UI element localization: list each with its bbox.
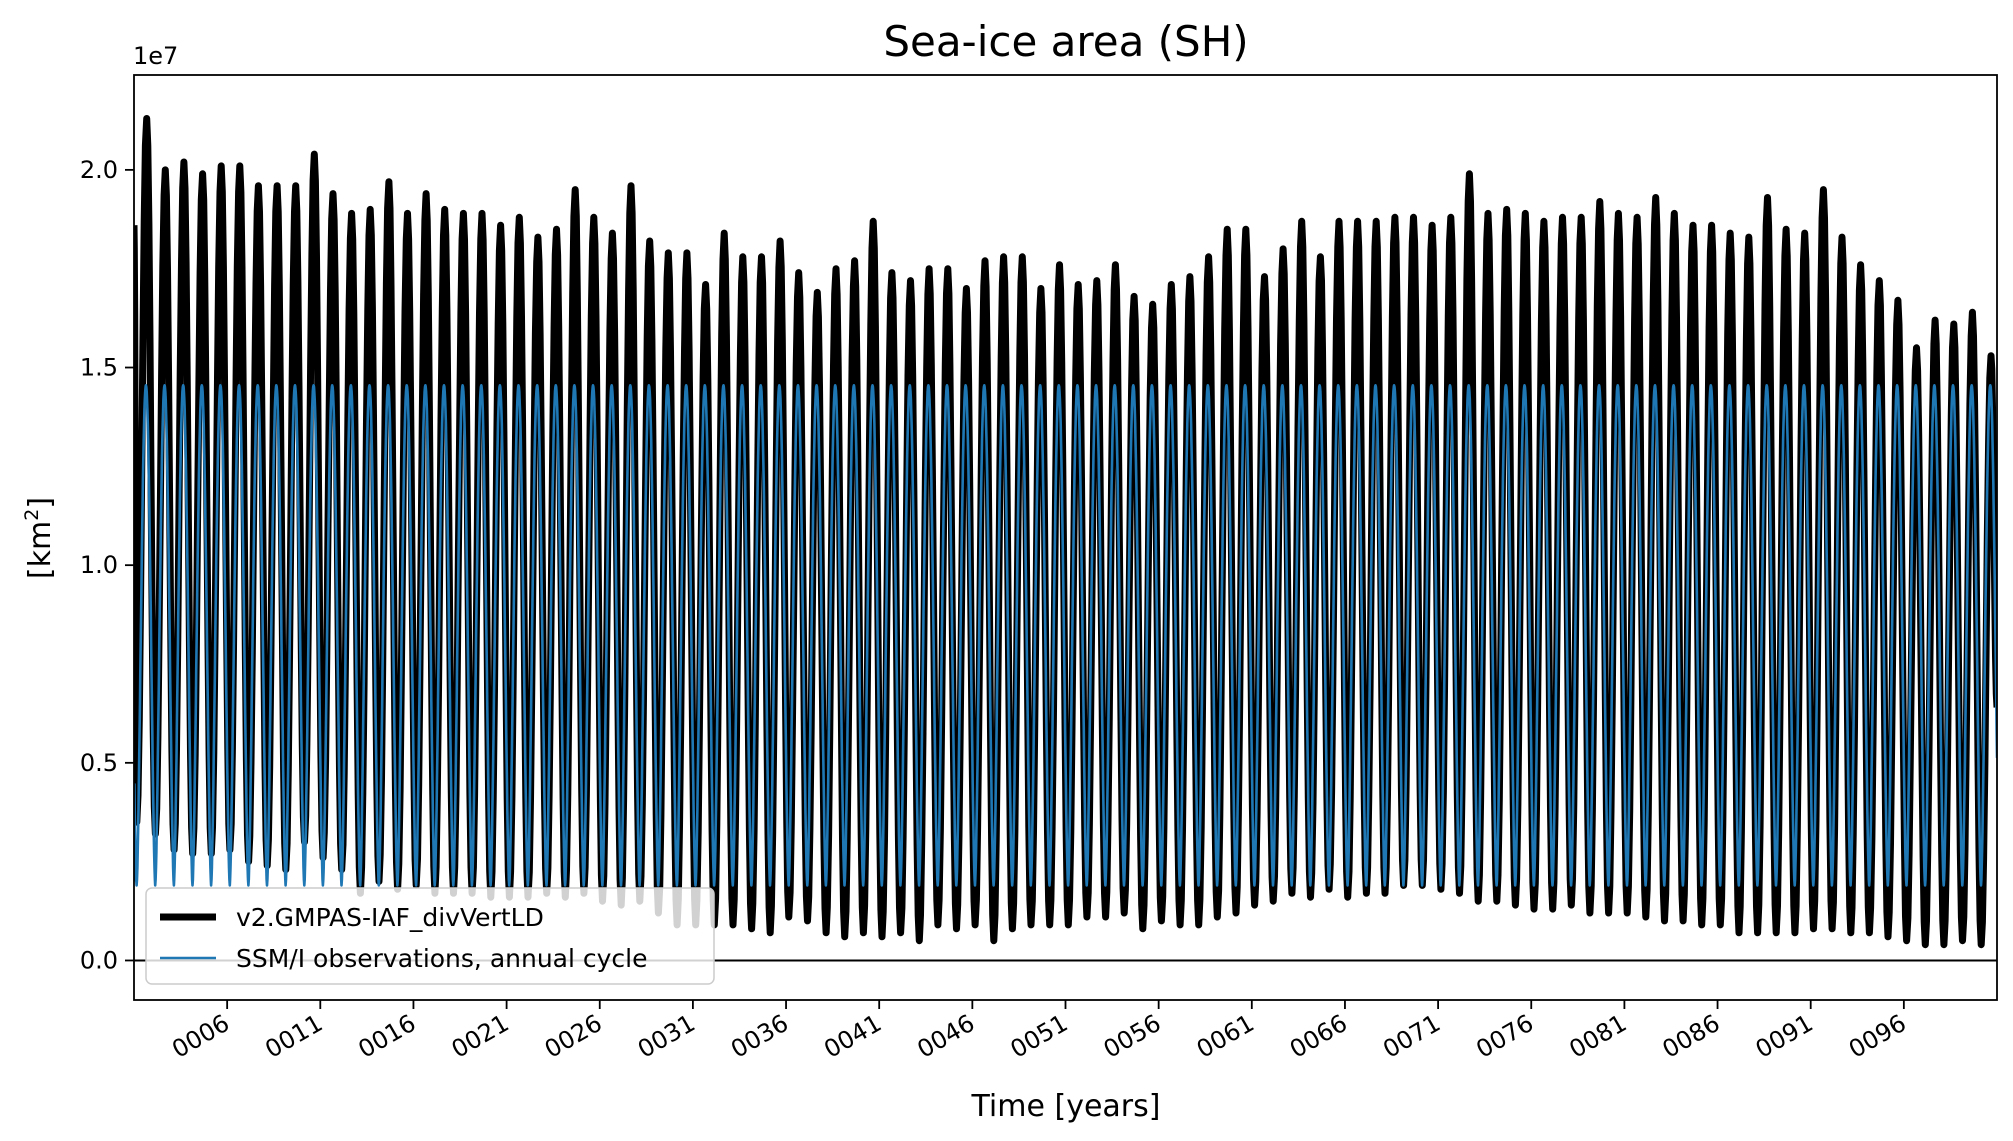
y-tick-label-2: 1.0 <box>80 551 118 579</box>
y-axis: 0.0 0.5 1.0 1.5 2.0 <box>80 156 134 974</box>
x-tick-label-4: 0026 <box>540 1009 607 1064</box>
x-tick-label-5: 0031 <box>633 1009 700 1064</box>
x-tick-label-12: 0066 <box>1285 1009 1352 1064</box>
y-axis-label: [km2] <box>21 497 58 579</box>
y-tick-label-0: 0.0 <box>80 946 118 974</box>
series-line-observations <box>134 384 1997 887</box>
x-tick-label-0: 0006 <box>167 1009 234 1064</box>
legend-label-model: v2.GMPAS-IAF_divVertLD <box>236 903 544 932</box>
x-tick-label-6: 0036 <box>726 1009 793 1064</box>
y-tick-label-3: 1.5 <box>80 354 118 382</box>
x-tick-label-16: 0086 <box>1658 1009 1725 1064</box>
x-tick-label-9: 0051 <box>1006 1009 1073 1064</box>
x-tick-label-7: 0041 <box>819 1009 886 1064</box>
legend-label-observations: SSM/I observations, annual cycle <box>236 944 648 973</box>
x-tick-label-17: 0091 <box>1751 1009 1818 1064</box>
x-tick-label-1: 0011 <box>260 1009 327 1064</box>
x-tick-label-14: 0076 <box>1471 1009 1538 1064</box>
x-tick-label-18: 0096 <box>1844 1009 1911 1064</box>
x-tick-label-2: 0016 <box>354 1009 421 1064</box>
x-tick-label-3: 0021 <box>447 1009 514 1064</box>
x-axis-label: Time [years] <box>971 1089 1161 1124</box>
legend-box <box>145 887 715 985</box>
chart-title: Sea-ice area (SH) <box>883 17 1248 66</box>
x-tick-label-8: 0046 <box>912 1009 979 1064</box>
x-tick-label-11: 0061 <box>1192 1009 1259 1064</box>
legend: v2.GMPAS-IAF_divVertLD SSM/I observation… <box>145 887 715 985</box>
y-tick-label-4: 2.0 <box>80 156 118 184</box>
x-axis: 0006 0011 0016 0021 0026 0031 0036 0041 0046 0051… <box>167 1000 1911 1064</box>
y-tick-label-1: 0.5 <box>80 749 118 777</box>
x-tick-label-10: 0056 <box>1099 1009 1166 1064</box>
x-tick-label-13: 0071 <box>1378 1009 1445 1064</box>
y-offset-label: 1e7 <box>133 42 178 70</box>
x-tick-label-15: 0081 <box>1565 1009 1632 1064</box>
